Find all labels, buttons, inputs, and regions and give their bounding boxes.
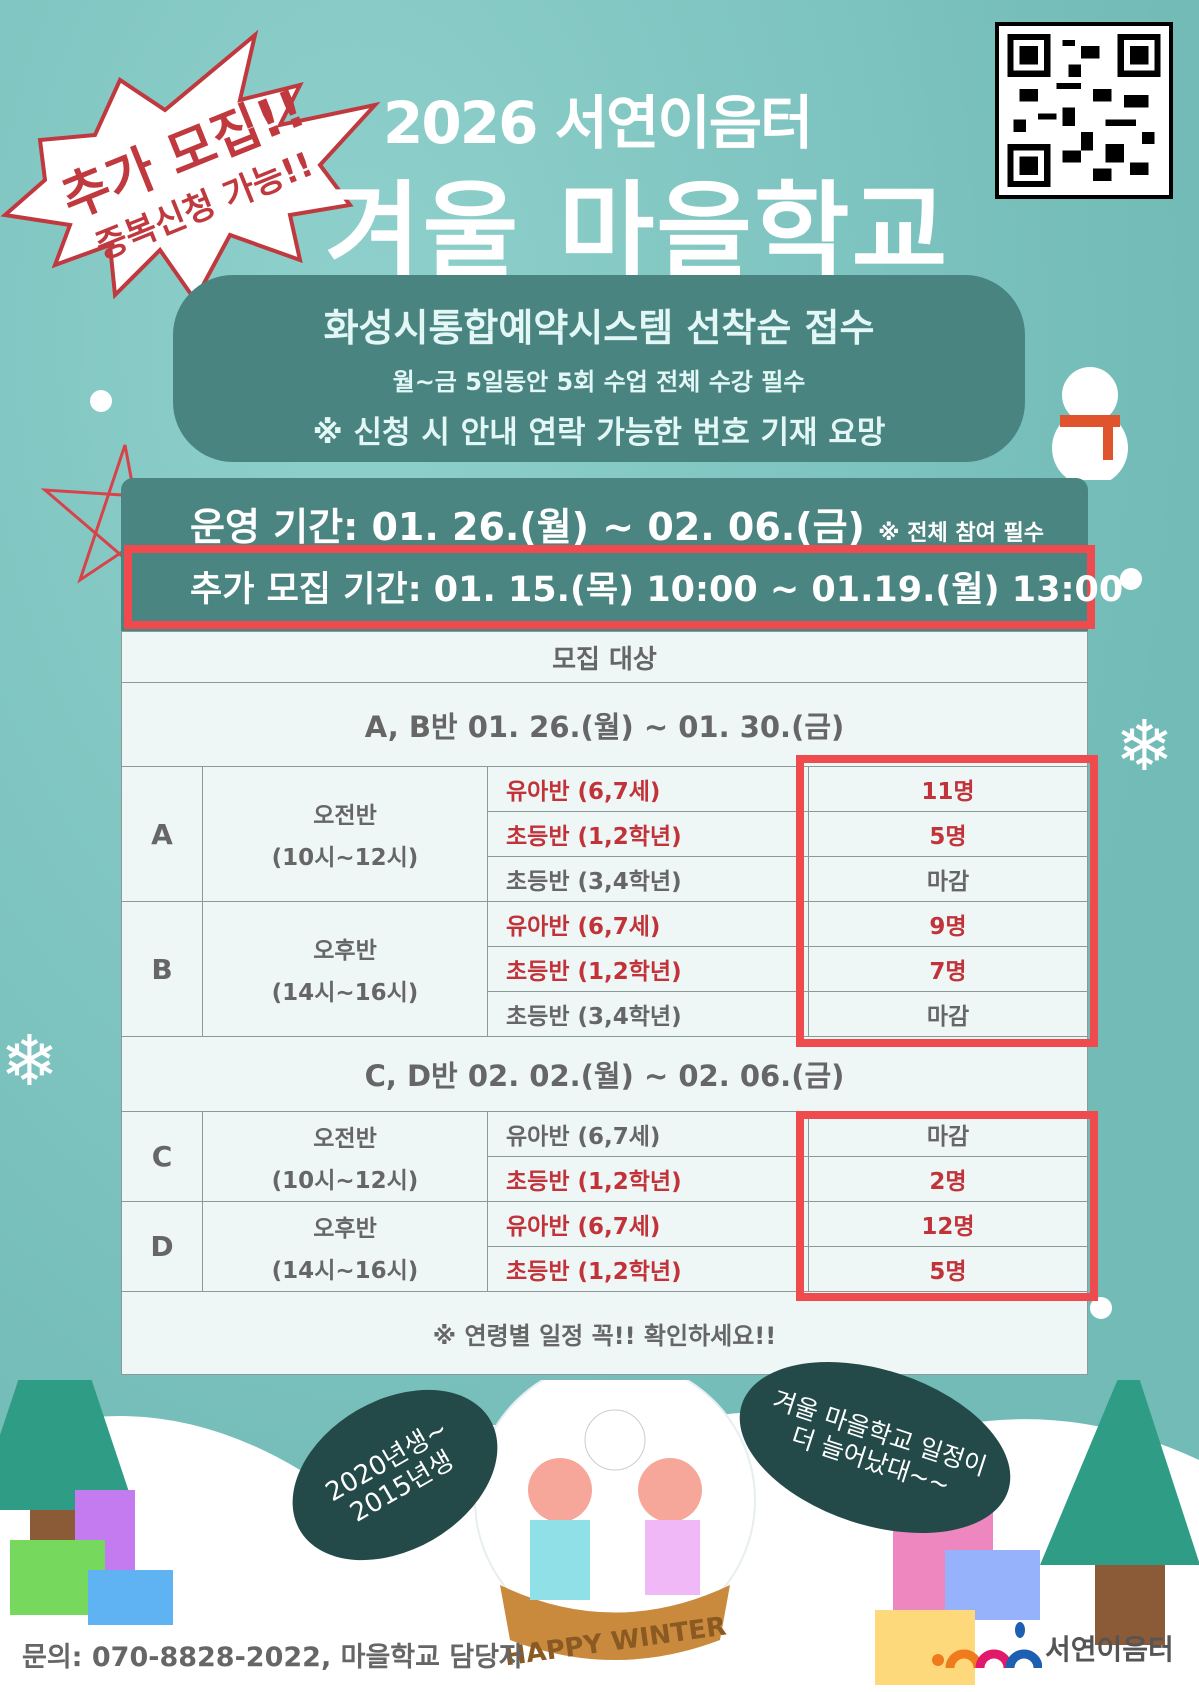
snowflake-icon: ❄: [1115, 705, 1174, 787]
page-title: 겨울 마을학교: [325, 170, 950, 292]
session-time: (10시~12시): [271, 845, 419, 871]
class-name: C: [121, 1111, 203, 1202]
operation-period-text: 운영 기간: 01. 26.(월) ~ 02. 06.(금): [190, 505, 865, 549]
info-panel: 화성시통합예약시스템 선착순 접수 월~금 5일동안 5회 수업 전체 수강 필…: [173, 275, 1025, 462]
table-row: A 오전반 (10시~12시) 유아반 (6,7세) 11명: [121, 766, 1088, 902]
level-cell: 초등반 (1,2학년): [487, 1156, 809, 1202]
class-name: B: [121, 901, 203, 1037]
seats-highlight-ab: [796, 755, 1098, 1047]
session-cell: 오후반 (14시~16시): [202, 901, 488, 1037]
seats-cell: 12명: [808, 1201, 1088, 1247]
level-cell: 초등반 (1,2학년): [487, 946, 809, 992]
level-cell: 초등반 (1,2학년): [487, 811, 809, 857]
table-row: 초등반 (1,2학년) 2명: [122, 1156, 1088, 1202]
subtitle: 2026 서연이음터: [383, 89, 813, 157]
contact-notice: ※ 신청 시 안내 연락 가능한 번호 기재 요망: [312, 415, 886, 451]
logo-mark: [932, 1622, 1042, 1669]
table-row: D 오후반 (14시~16시) 유아반 (6,7세) 12명: [121, 1201, 1088, 1292]
seats-highlight-cd: [796, 1111, 1098, 1301]
seats-cell: 9명: [808, 901, 1088, 947]
section-cd: C, D반 02. 02.(월) ~ 02. 06.(금): [121, 1036, 1088, 1112]
session-time: (14시~16시): [271, 1257, 419, 1284]
table-row: 초등반 (1,2학년) 5명: [122, 1246, 1088, 1292]
period-panel: [121, 478, 1088, 631]
contact-info: 문의: 070-8828-2022, 마을학교 담당자: [22, 1642, 524, 1673]
level-cell: 초등반 (1,2학년): [487, 1246, 809, 1292]
seats-cell: 마감: [808, 991, 1088, 1037]
seats-cell: 마감: [808, 856, 1088, 902]
table-row: C 오전반 (10시~12시) 유아반 (6,7세) 마감: [121, 1111, 1088, 1202]
table-row: 초등반 (1,2학년) 5명: [122, 811, 1088, 857]
snowflake-icon: ❄: [0, 1020, 59, 1102]
seats-cell: 11명: [808, 766, 1088, 812]
session-time: (10시~12시): [271, 1167, 419, 1194]
operation-period: 운영 기간: 01. 26.(월) ~ 02. 06.(금) ※ 전체 참여 필…: [190, 496, 1044, 551]
seats-cell: 2명: [808, 1156, 1088, 1202]
table-row: 초등반 (3,4학년) 마감: [122, 856, 1088, 902]
session-time: (14시~16시): [271, 980, 419, 1006]
extra-recruit-period: 추가 모집 기간: 01. 15.(목) 10:00 ~ 01.19.(월) 1…: [190, 570, 1124, 610]
table-row: 초등반 (1,2학년) 7명: [122, 946, 1088, 992]
table-header: 모집 대상: [121, 631, 1088, 683]
session-cell: 오전반 (10시~12시): [202, 1111, 488, 1202]
level-cell: 유아반 (6,7세): [487, 1111, 809, 1157]
qr-code[interactable]: [995, 22, 1173, 199]
section-ab: A, B반 01. 26.(월) ~ 01. 30.(금): [121, 682, 1088, 767]
level-cell: 유아반 (6,7세): [487, 766, 809, 812]
class-name: A: [121, 766, 203, 902]
starburst-badge: 추가 모집!! 중복신청 가능!!: [0, 30, 380, 304]
session-name: 오전반: [313, 803, 377, 829]
booking-notice: 화성시통합예약시스템 선착순 접수: [323, 306, 875, 350]
snow-dot: [1120, 568, 1142, 590]
level-cell: 초등반 (3,4학년): [487, 991, 809, 1037]
level-cell: 초등반 (3,4학년): [487, 856, 809, 902]
session-cell: 오전반 (10시~12시): [202, 766, 488, 902]
table-row: B 오후반 (14시~16시) 유아반 (6,7세) 9명: [121, 901, 1088, 1037]
snow-dot: [90, 390, 112, 412]
session-name: 오전반: [313, 1125, 377, 1152]
extra-period-highlight: [124, 545, 1095, 629]
snowman-icon: [1052, 367, 1128, 480]
session-name: 오후반: [313, 1215, 377, 1242]
snow-dot: [1090, 1297, 1112, 1319]
session-cell: 오후반 (14시~16시): [202, 1201, 488, 1292]
level-cell: 유아반 (6,7세): [487, 1201, 809, 1247]
logo-text: 서연이음터: [1045, 1633, 1174, 1666]
level-cell: 유아반 (6,7세): [487, 901, 809, 947]
class-name: D: [121, 1201, 203, 1292]
table-row: 초등반 (3,4학년) 마감: [122, 991, 1088, 1037]
attendance-notice: 월~금 5일동안 5회 수업 전체 수강 필수: [392, 368, 806, 396]
table-footer-note: ※ 연령별 일정 꼭!! 확인하세요!!: [121, 1291, 1088, 1375]
session-name: 오후반: [313, 938, 377, 964]
operation-note: ※ 전체 참여 필수: [878, 521, 1044, 546]
